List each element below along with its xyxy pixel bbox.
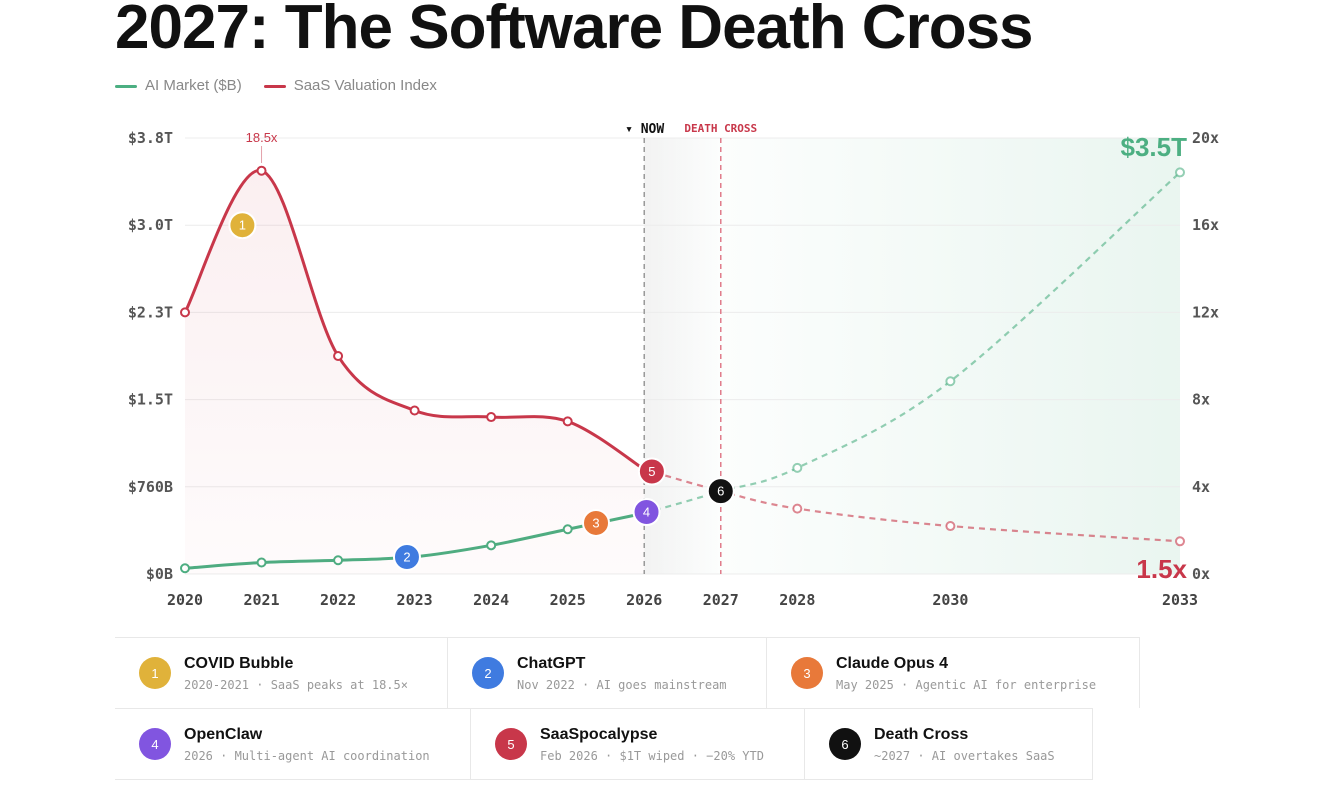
x-tick-label: 2026 [626,591,662,609]
y-right-tick-label: 16x [1192,216,1219,234]
event-row: 4 OpenClaw 2026 · Multi-agent AI coordinat… [115,708,1093,780]
page-title: 2027: The Software Death Cross [115,0,1034,62]
legend-label: AI Market ($B) [145,77,242,94]
now-label: ▾ NOW [625,122,664,137]
data-point [409,405,420,416]
data-point [333,351,344,361]
event-marker-number: 1 [239,218,246,233]
event-card: 6 Death Cross ~2027 · AI overtakes SaaS [805,709,1093,779]
data-point [792,503,803,514]
now-region [644,138,721,574]
event-marker-number: 4 [643,505,650,520]
data-point [180,307,190,318]
data-point [1175,536,1185,547]
event-card: 5 SaaSpocalypse Feb 2026 · $1T wiped · −20… [471,709,805,779]
event-title: Death Cross [874,725,969,743]
event-title: SaaSpocalypse [540,725,658,743]
x-tick-label: 2021 [243,591,279,609]
x-tick-label: 2022 [320,591,356,609]
y-left-tick-label: $3.0T [128,216,173,234]
y-left-tick-label: $2.3T [128,303,173,321]
x-tick-label: 2033 [1162,591,1198,609]
legend-swatch [115,84,137,88]
chart: $3.8T 20x$3.0T 16x$2.3T 12x$1.5T 8x$760B 4x$0… [128,122,1219,609]
legend-label: SaaS Valuation Index [293,77,437,94]
event-cards: 1 COVID Bubble 2020-2021 · SaaS peaks at 1… [115,637,1140,780]
x-tick-label: 2028 [779,591,815,609]
x-tick-label: 2030 [932,591,968,609]
y-right-tick-label: 4x [1192,478,1210,496]
y-right-tick-label: 8x [1192,391,1210,409]
event-badge: 4 [139,728,171,760]
saas-area [185,170,645,575]
event-sub: Nov 2022 · AI goes mainstream [517,677,727,692]
event-badge: 1 [139,657,171,689]
y-right-tick-label: 20x [1192,129,1219,147]
event-badge: 2 [472,657,504,689]
event-marker-number: 6 [717,484,724,499]
event-card: 4 OpenClaw 2026 · Multi-agent AI coordinat… [115,709,471,779]
event-marker [632,498,661,527]
event-sub: 2020-2021 · SaaS peaks at 18.5× [184,677,408,692]
data-point [256,165,267,176]
y-left-tick-label: $0B [146,565,173,583]
peak-label: 18.5x [246,130,278,145]
event-sub: ~2027 · AI overtakes SaaS [874,748,1055,763]
event-badge: 6 [829,728,861,760]
legend-item-ai[interactable]: AI Market ($B) [115,77,242,94]
x-tick-label: 2020 [167,591,203,609]
event-marker [706,477,735,506]
x-tick-label: 2023 [397,591,433,609]
death-cross-label: DEATH CROSS [684,122,757,135]
event-card: 3 Claude Opus 4 May 2025 · Agentic AI for … [767,638,1140,708]
y-right-tick-label: 0x [1192,565,1210,583]
end-saas-label: 1.5x [1136,554,1187,584]
x-tick-label: 2027 [703,591,739,609]
event-sub: Feb 2026 · $1T wiped · −20% YTD [540,748,764,763]
data-point [945,376,956,387]
event-marker [392,543,421,572]
event-badge: 3 [791,657,823,689]
y-right-tick-label: 12x [1192,303,1219,321]
y-left-tick-label: $760B [128,478,173,496]
legend-item-saas[interactable]: SaaS Valuation Index [263,77,437,94]
event-row: 1 COVID Bubble 2020-2021 · SaaS peaks at 1… [115,637,1140,708]
event-card: 2 ChatGPT Nov 2022 · AI goes mainstream [448,638,767,708]
event-marker [582,508,611,537]
event-title: ChatGPT [517,654,586,672]
event-marker-number: 2 [403,550,410,565]
event-title: OpenClaw [184,725,263,743]
y-left-tick-label: $3.8T [128,129,173,147]
event-title: Claude Opus 4 [836,654,949,672]
data-point [792,462,803,473]
end-ai-label: $3.5T [1121,132,1188,162]
data-point [486,412,497,423]
data-point [945,521,956,532]
data-point [1175,167,1185,178]
event-sub: 2026 · Multi-agent AI coordination [184,748,430,763]
event-marker-number: 3 [592,515,599,530]
forecast-region [644,138,1180,574]
legend: AI Market ($B) SaaS Valuation Index [115,77,437,94]
data-point [562,416,573,427]
event-marker [228,211,257,240]
y-left-tick-label: $1.5T [128,391,173,409]
event-title: COVID Bubble [184,654,294,672]
event-card: 1 COVID Bubble 2020-2021 · SaaS peaks at 1… [115,638,448,708]
x-tick-label: 2024 [473,591,509,609]
event-badge: 5 [495,728,527,760]
event-sub: May 2025 · Agentic AI for enterprise [836,677,1097,692]
event-marker-number: 5 [648,464,655,479]
event-marker [637,457,666,486]
legend-swatch [263,84,286,88]
x-tick-label: 2025 [550,591,586,609]
